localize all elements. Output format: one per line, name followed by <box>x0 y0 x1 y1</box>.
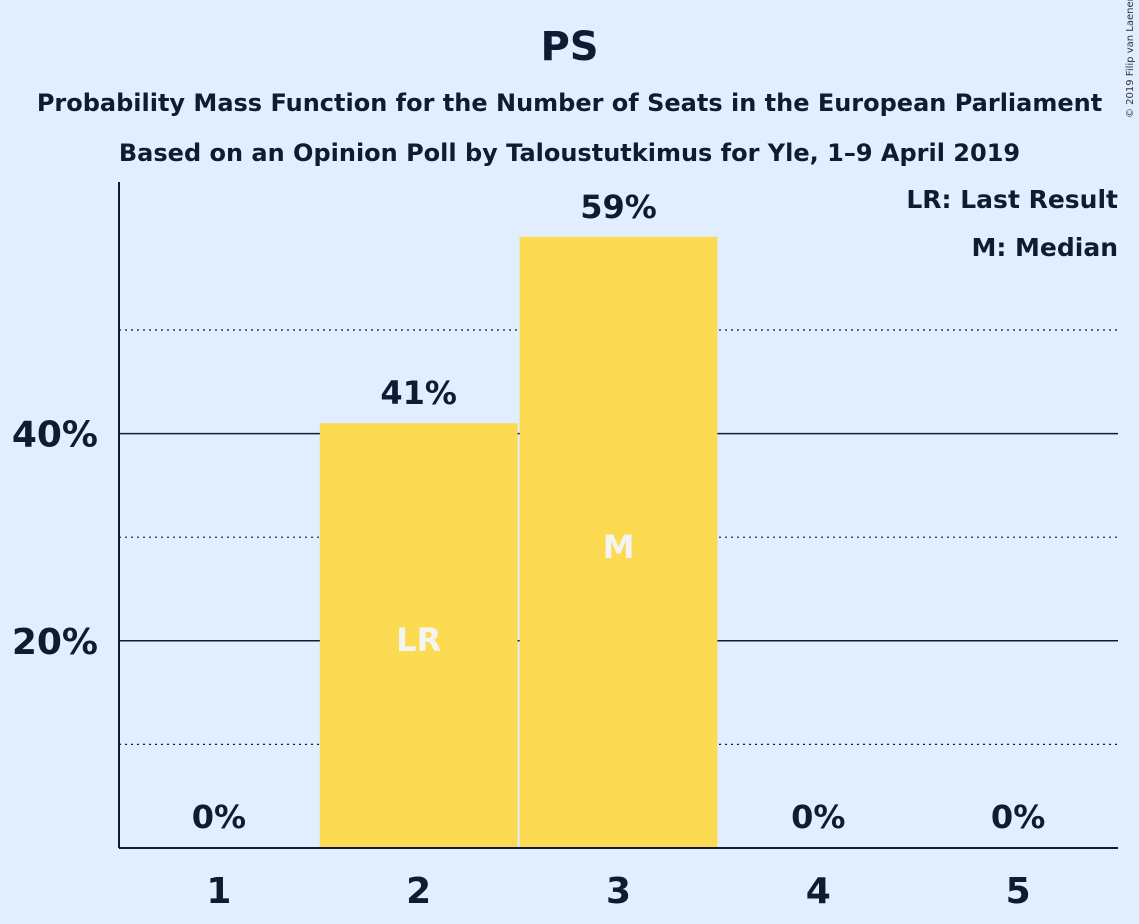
x-tick-label: 2 <box>406 871 431 912</box>
chart-subtitle-line-1: Probability Mass Function for the Number… <box>36 89 1103 117</box>
data-label: 0% <box>192 798 246 836</box>
bar-marker-label: M <box>603 528 635 566</box>
legend-last-result: LR: Last Result <box>906 185 1118 214</box>
bar-marker-label: LR <box>396 621 441 659</box>
chart-title: PS <box>540 24 599 70</box>
data-label: 59% <box>580 188 657 226</box>
bar <box>519 236 718 848</box>
data-label: 0% <box>791 798 845 836</box>
x-tick-label: 4 <box>806 871 831 912</box>
legend-median: M: Median <box>971 233 1118 262</box>
y-tick-label: 20% <box>12 622 98 663</box>
bar <box>319 423 518 848</box>
chart-subtitle-line-2: Based on an Opinion Poll by Taloustutkim… <box>118 139 1021 167</box>
x-tick-label: 1 <box>206 871 231 912</box>
x-tick-label: 5 <box>1006 871 1031 912</box>
data-label: 41% <box>380 374 457 412</box>
data-label: 0% <box>991 798 1045 836</box>
x-tick-label: 3 <box>606 871 631 912</box>
y-tick-label: 40% <box>12 415 98 456</box>
